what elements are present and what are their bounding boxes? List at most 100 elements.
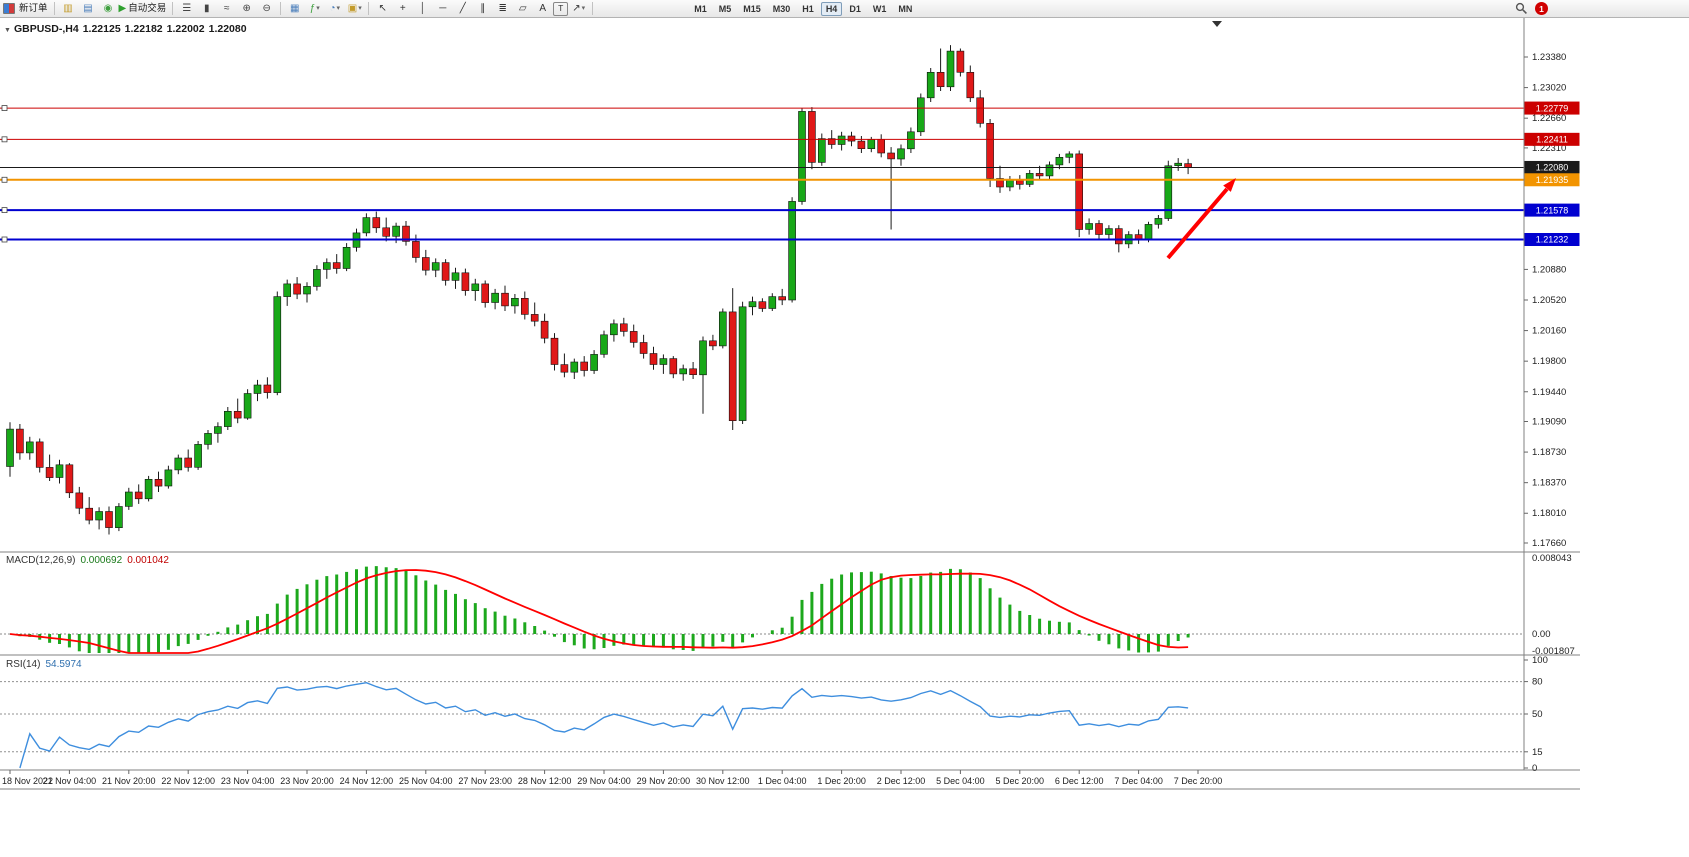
- candle-body: [629, 331, 638, 343]
- candle-body: [887, 152, 895, 160]
- candle-body: [154, 478, 163, 487]
- time-axis-label: 30 Nov 12:00: [696, 776, 750, 786]
- timeframe-H1[interactable]: H1: [802, 3, 814, 14]
- candle-body: [144, 478, 153, 500]
- candle-body: [570, 361, 579, 373]
- arrows-button[interactable]: ↗ ▾: [569, 1, 588, 16]
- candle-body: [1144, 224, 1153, 240]
- navigator-icon: ◉: [103, 3, 113, 14]
- timeframe-M15[interactable]: M15: [743, 3, 761, 14]
- timeframe-M5[interactable]: M5: [718, 3, 732, 14]
- candle-body: [679, 368, 688, 375]
- autotrading-button[interactable]: ▶ 自动交易: [119, 1, 169, 16]
- periods-button[interactable]: ◔ ▾: [325, 1, 344, 16]
- data-window-button[interactable]: ▤: [79, 1, 98, 16]
- candle-body: [1045, 164, 1054, 177]
- line-handle[interactable]: [1, 105, 8, 111]
- zoom-in-button[interactable]: ⊕: [237, 1, 256, 16]
- timeframe-M1[interactable]: M1: [694, 3, 707, 14]
- price-axis-label: 1.23380: [1532, 52, 1566, 63]
- candle-body: [65, 464, 74, 494]
- candle-body: [956, 50, 965, 73]
- chart-shift-icon[interactable]: [1212, 21, 1222, 27]
- arrow-annotation[interactable]: [1166, 178, 1236, 260]
- horizontal-line-button[interactable]: ─: [433, 1, 452, 16]
- trendline-button[interactable]: ╱: [453, 1, 472, 16]
- zoom-out-icon: ⊖: [262, 3, 271, 14]
- timeframe-D1[interactable]: D1: [849, 3, 861, 14]
- candle-body: [1174, 162, 1182, 166]
- rsi-line: [19, 681, 1189, 769]
- line-handle[interactable]: [1, 136, 8, 143]
- candle-body: [639, 342, 648, 354]
- candle-body: [1065, 153, 1074, 158]
- line-handle[interactable]: [1, 236, 8, 243]
- candle-body: [699, 340, 707, 376]
- candle-body: [966, 71, 975, 99]
- candle-body: [926, 71, 935, 99]
- line-handle[interactable]: [1, 176, 8, 183]
- timeframe-W1[interactable]: W1: [872, 3, 887, 14]
- search-icon[interactable]: [1512, 1, 1531, 16]
- horizontal-lines-layer[interactable]: [0, 105, 1524, 243]
- timeframe-MN[interactable]: MN: [898, 3, 913, 14]
- candle-body: [619, 323, 628, 332]
- price-axis-label: 1.20520: [1532, 295, 1566, 306]
- time-axis-label: 1 Dec 20:00: [817, 776, 866, 786]
- navigator-button[interactable]: ◉: [99, 1, 118, 16]
- trendline-icon: ╱: [459, 3, 466, 14]
- candle-body: [1085, 223, 1093, 230]
- fibonacci-button[interactable]: ≣: [493, 1, 512, 16]
- candle-body: [491, 292, 499, 303]
- data-window-icon: ▤: [83, 3, 93, 14]
- vertical-line-button[interactable]: │: [413, 1, 432, 16]
- candlestick-chart-button[interactable]: ▮: [197, 1, 216, 16]
- timeframe-H4[interactable]: H4: [820, 1, 843, 16]
- price-axis[interactable]: 1.23380 1.23020 1.22660 1.22310 1.20880 1.205…: [1524, 52, 1566, 549]
- market-watch-icon: ▥: [63, 3, 73, 14]
- toolbar-separator: [280, 2, 282, 15]
- time-axis-label: 7 Dec 20:00: [1174, 776, 1223, 786]
- crosshair-button[interactable]: +: [393, 1, 412, 16]
- time-axis-label: 1 Dec 04:00: [758, 776, 807, 786]
- candle-body: [461, 272, 470, 291]
- indicators-button[interactable]: ƒ ▾: [305, 1, 324, 16]
- line-chart-button[interactable]: ≈: [217, 1, 236, 16]
- line-handle[interactable]: [1, 207, 8, 214]
- price-axis-label: 1.18370: [1532, 478, 1566, 489]
- new-order-button[interactable]: 新订单: [3, 1, 50, 16]
- candle-body: [946, 50, 955, 88]
- timeframe-M30[interactable]: M30: [772, 3, 791, 14]
- time-axis-label: 29 Nov 04:00: [577, 776, 631, 786]
- toolbar-separator: [368, 2, 370, 15]
- candle-body: [501, 292, 509, 307]
- cursor-button[interactable]: ↖: [373, 1, 392, 16]
- price-axis-label: 1.19800: [1532, 356, 1566, 367]
- candle-body: [530, 314, 539, 322]
- notification-badge[interactable]: 1: [1535, 2, 1548, 15]
- macd-axis-label: 0.00: [1532, 629, 1551, 640]
- candle-body: [748, 301, 757, 308]
- channel-button[interactable]: ∥: [473, 1, 492, 16]
- chevron-down-icon: ▾: [581, 5, 586, 12]
- shapes-button[interactable]: ▱: [513, 1, 532, 16]
- candle-body: [35, 441, 44, 468]
- tile-windows-button[interactable]: ▦: [285, 1, 304, 16]
- bar-chart-button[interactable]: ☰: [177, 1, 196, 16]
- candle-body: [1055, 157, 1064, 166]
- market-watch-button[interactable]: ▥: [59, 1, 78, 16]
- price-chart[interactable]: 1.23380 1.23020 1.22660 1.22310 1.20880 1.205…: [0, 18, 1580, 790]
- arrow-shaft[interactable]: [1166, 187, 1229, 260]
- candle-body: [798, 111, 806, 202]
- candle-body: [1184, 163, 1192, 168]
- toolbar: 新订单 ▥ ▤ ◉ ▶ 自动交易 ☰ ▮ ≈ ⊕ ⊖ ▦ ƒ ▾ ◔ ▾ ▣ ▾ ↖ + │ ─ ╱ ∥ ≣ ▱ A T ↗ ▾ M1 M5 M…: [0, 0, 1689, 18]
- candle-body: [897, 148, 905, 160]
- text-button[interactable]: A: [533, 1, 552, 16]
- candle-body: [95, 511, 103, 521]
- panel-separators: [0, 18, 1580, 790]
- templates-button[interactable]: ▣ ▾: [345, 1, 364, 16]
- candle-body: [16, 428, 24, 454]
- text-label-button[interactable]: T: [553, 1, 569, 16]
- zoom-out-button[interactable]: ⊖: [257, 1, 276, 16]
